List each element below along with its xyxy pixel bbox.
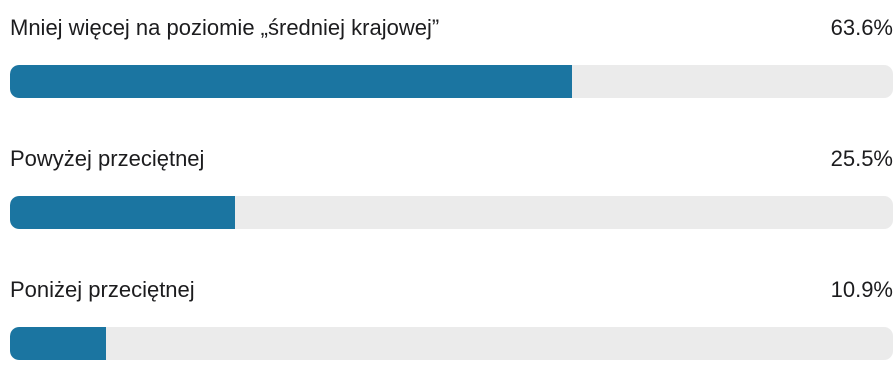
poll-option-percent: 63.6% xyxy=(830,15,893,40)
poll-results: Mniej więcej na poziomie „średniej krajo… xyxy=(10,10,893,360)
poll-option: Mniej więcej na poziomie „średniej krajo… xyxy=(10,10,893,110)
poll-option-label: Powyżej przeciętnej xyxy=(10,146,205,171)
progress-bar-track xyxy=(10,327,893,360)
poll-option-label: Poniżej przeciętnej xyxy=(10,277,195,302)
progress-bar-fill xyxy=(10,65,572,98)
poll-option: Powyżej przeciętnej 25.5% xyxy=(10,141,893,241)
poll-option-header: Mniej więcej na poziomie „średniej krajo… xyxy=(10,10,893,46)
poll-option-header: Poniżej przeciętnej 10.9% xyxy=(10,272,893,308)
poll-option-percent: 25.5% xyxy=(830,146,893,171)
poll-option-label: Mniej więcej na poziomie „średniej krajo… xyxy=(10,15,440,40)
progress-bar-fill xyxy=(10,327,107,360)
poll-option: Poniżej przeciętnej 10.9% xyxy=(10,272,893,372)
progress-bar-fill xyxy=(10,196,236,229)
poll-option-header: Powyżej przeciętnej 25.5% xyxy=(10,141,893,177)
progress-bar-track xyxy=(10,196,893,229)
poll-option-percent: 10.9% xyxy=(830,277,893,302)
progress-bar-track xyxy=(10,65,893,98)
